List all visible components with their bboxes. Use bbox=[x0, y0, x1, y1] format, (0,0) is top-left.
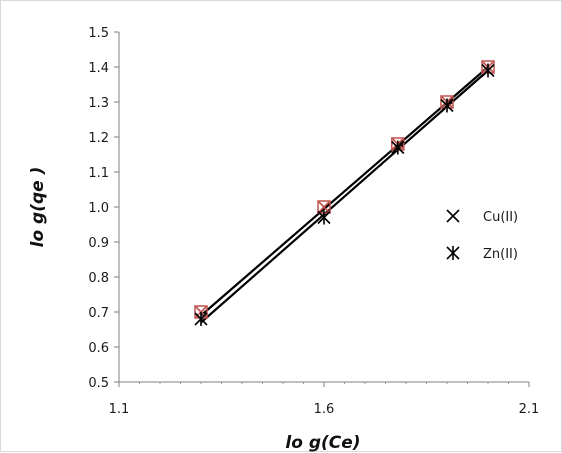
legend-marker-zn bbox=[447, 246, 459, 260]
legend: Cu(II) Zn(II) bbox=[447, 210, 518, 262]
y-tick-label: 1.1 bbox=[88, 166, 109, 181]
x-tick-label: 2.1 bbox=[519, 402, 540, 417]
y-tick-label: 0.8 bbox=[88, 271, 109, 286]
trendlines bbox=[201, 67, 488, 323]
y-tick-label: 1.4 bbox=[88, 61, 109, 76]
data-markers bbox=[195, 61, 494, 326]
y-tick-label: 1.3 bbox=[88, 96, 109, 111]
y-tick-label: 1.2 bbox=[88, 131, 109, 146]
y-tick-label: 0.5 bbox=[88, 376, 109, 391]
y-axis-title: lo g(qe ) bbox=[28, 167, 48, 248]
legend-label: Zn(II) bbox=[483, 247, 518, 262]
x-axis-title: lo g(Ce) bbox=[285, 433, 360, 453]
x-tick-label: 1.6 bbox=[314, 402, 335, 417]
legend-marker-cu bbox=[447, 210, 459, 222]
y-tick-label: 1.5 bbox=[88, 26, 109, 41]
y-tick-label: 0.9 bbox=[88, 236, 109, 251]
legend-label: Cu(II) bbox=[483, 210, 518, 225]
y-tick-label: 1.0 bbox=[88, 201, 109, 216]
y-tick-label: 0.7 bbox=[88, 306, 109, 321]
y-tick-label: 0.6 bbox=[88, 341, 109, 356]
x-tick-label: 1.1 bbox=[109, 402, 130, 417]
